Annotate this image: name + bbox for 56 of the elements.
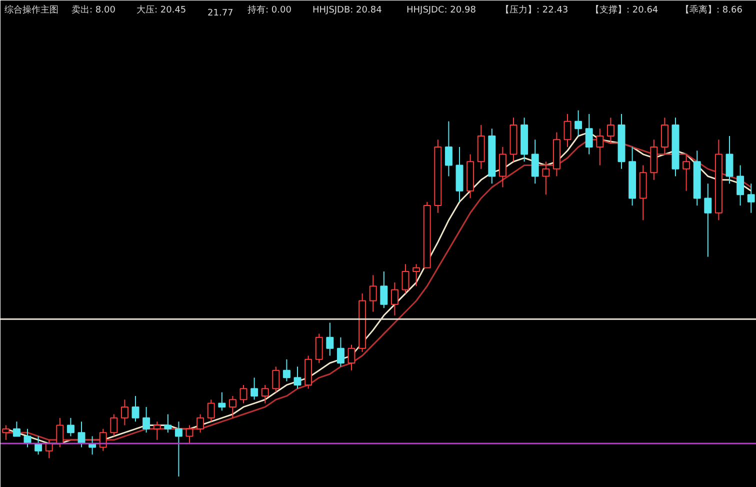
candlestick — [380, 270, 388, 309]
candlestick — [12, 421, 20, 437]
candlestick — [498, 146, 506, 188]
candlestick — [704, 183, 712, 258]
candlestick — [585, 114, 593, 155]
text: 大压: 20.45 — [136, 4, 186, 16]
candlestick — [153, 421, 161, 440]
candlestick — [315, 333, 323, 364]
candlestick — [228, 395, 236, 418]
candlestick — [564, 114, 572, 148]
candlestick — [207, 399, 215, 422]
candlestick — [542, 161, 550, 196]
candlestick — [56, 417, 64, 448]
candlestick — [261, 384, 269, 404]
candlestick — [736, 164, 744, 206]
candlestick — [402, 264, 410, 294]
candlestick — [606, 117, 614, 144]
candlestick — [282, 358, 290, 382]
candlestick — [164, 414, 172, 434]
candlestick — [66, 417, 74, 437]
candlestick — [174, 421, 182, 478]
candlestick — [132, 395, 140, 422]
candlestick — [272, 366, 280, 393]
candlestick — [682, 154, 690, 192]
candlestick — [369, 274, 377, 312]
text: 【压力】: 22.43 — [500, 4, 568, 16]
text: HHJSJDC: 20.98 — [406, 6, 476, 16]
candlestick — [336, 336, 344, 368]
candlestick — [120, 399, 128, 426]
candlestick — [444, 120, 452, 177]
text: 卖出: 8.00 — [72, 4, 116, 16]
text: 持有: 0.00 — [248, 4, 292, 16]
candlestick — [574, 110, 582, 136]
candlestick — [110, 414, 118, 437]
candlestick — [747, 183, 755, 214]
candlestick — [186, 424, 194, 444]
candlestick — [348, 344, 356, 371]
candlestick — [250, 377, 258, 400]
candlestick — [240, 384, 248, 404]
candlestick — [218, 392, 226, 412]
text: 【支撑】: 20.64 — [590, 4, 658, 16]
text: 21.77 — [208, 8, 234, 18]
text: HHJSJDB: 20.84 — [312, 6, 382, 16]
candlestick — [390, 282, 398, 316]
candlestick — [660, 117, 668, 155]
candlestick — [294, 366, 302, 390]
candlestick — [196, 414, 204, 434]
text: 【乖离】: 8.66 — [680, 4, 743, 16]
candlestick — [99, 428, 107, 452]
candlestick — [326, 322, 334, 356]
candlestick — [531, 139, 539, 184]
text: 综合操作主图 — [4, 4, 58, 16]
candlestick — [726, 135, 734, 184]
candlestick — [142, 406, 150, 434]
candlestick — [412, 264, 420, 287]
candlestick — [596, 128, 604, 166]
